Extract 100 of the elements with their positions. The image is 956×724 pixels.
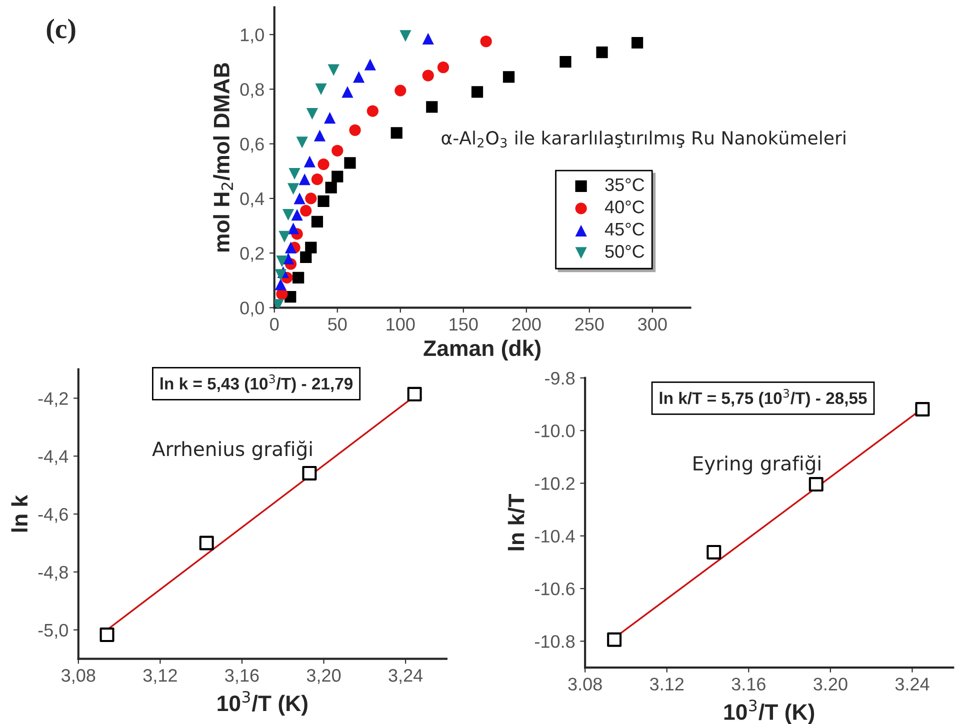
point: [296, 136, 308, 148]
point: [287, 183, 300, 195]
x-tick-label: 3.12: [650, 678, 684, 691]
x-tick-label: 250: [575, 318, 604, 331]
point: [352, 71, 365, 83]
point: [324, 112, 336, 124]
x-tick-label: 200: [512, 318, 541, 331]
annotation: Arrhenius grafiği: [152, 440, 312, 460]
x-tick-label: 3.08: [568, 678, 602, 691]
point: [318, 158, 330, 170]
y-tick-label: 0,2: [240, 247, 264, 262]
point: [560, 56, 572, 68]
point: [915, 402, 930, 417]
point: [292, 272, 304, 284]
x-tick-label: 3,08: [62, 669, 96, 684]
y-tick-label: 0,8: [240, 83, 264, 98]
y-tick-label: -4,8: [38, 566, 68, 581]
point: [287, 222, 300, 234]
y-tick-label: -4,6: [38, 508, 68, 523]
y-axis-title: mol H$_{2}$/mol DMAB: [213, 63, 233, 252]
y-tick-label: -9.8: [545, 372, 575, 385]
x-tick-label: 100: [386, 318, 415, 331]
x-tick-label: 3,24: [388, 669, 423, 684]
point: [437, 62, 450, 74]
y-tick-label: -10.2: [535, 477, 574, 490]
x-axis-title: Zaman (dk): [424, 340, 540, 361]
x-tick-label: 0: [270, 318, 279, 331]
y-tick-label: -10.0: [535, 424, 575, 438]
point: [100, 628, 114, 642]
point: [298, 174, 310, 186]
point: [284, 242, 297, 254]
point: [394, 84, 406, 96]
point: [199, 536, 214, 550]
point: [422, 70, 434, 82]
point: [332, 144, 344, 156]
point: [314, 130, 326, 142]
y-tick-label: 0,6: [240, 138, 264, 153]
point: [325, 182, 337, 194]
point: [304, 156, 316, 168]
point: [315, 83, 327, 95]
point: [607, 632, 622, 647]
point: [274, 269, 286, 281]
point: [278, 230, 290, 242]
point: [306, 108, 318, 120]
legend-label: 50°C: [605, 245, 644, 258]
point: [631, 36, 644, 49]
point: [328, 64, 340, 76]
point: [318, 195, 330, 207]
point: [291, 209, 303, 221]
y-tick-label: -4,2: [38, 392, 68, 408]
point: [596, 46, 608, 58]
x-tick-label: 50: [328, 318, 347, 331]
y-axis-title: ln k/T: [508, 494, 524, 550]
x-tick-label: 3,16: [225, 669, 259, 684]
legend-label: 45°C: [604, 222, 644, 236]
point: [342, 86, 354, 98]
x-tick-label: 150: [450, 318, 478, 331]
x-tick-label: 3,12: [143, 669, 177, 684]
point: [808, 477, 824, 492]
point: [400, 30, 412, 42]
point: [294, 192, 306, 204]
y-axis-title: ln k: [11, 494, 28, 532]
x-tick-label: 3,20: [306, 669, 341, 684]
y-tick-label: -4,4: [38, 450, 68, 465]
point: [305, 242, 317, 254]
text: (c): [46, 18, 76, 44]
y-tick-label: 0,0: [240, 302, 264, 317]
point: [311, 174, 324, 186]
point: [407, 386, 422, 402]
legend-label: 40°C: [604, 200, 644, 214]
point: [426, 101, 438, 113]
point: [480, 36, 492, 48]
annotation: ln k = 5,43 (10$^{3}$/T) - 21,79: [160, 374, 353, 393]
point: [311, 216, 324, 228]
x-axis-title: 10$^{3}$/T (K): [218, 690, 308, 716]
y-tick-label: -10.4: [535, 530, 575, 543]
legend-label: 35°C: [605, 178, 644, 192]
point: [390, 127, 402, 139]
point: [305, 192, 317, 204]
y-tick-label: 0,4: [240, 192, 264, 208]
annotation: α-Al$_{2}$O$_{3}$ ile kararlılaştırılmış Ru Nanokümeleri: [442, 130, 846, 148]
point: [276, 255, 288, 268]
annotation: ln k/T = 5,75 (10$^{3}$/T) - 28,55: [660, 388, 867, 408]
point: [274, 278, 286, 290]
point: [502, 71, 515, 83]
point: [422, 32, 434, 44]
point: [302, 466, 317, 480]
point: [471, 86, 484, 98]
x-tick-label: 3.20: [814, 678, 848, 691]
point: [300, 204, 312, 217]
point: [706, 544, 722, 560]
point: [282, 209, 294, 221]
point: [364, 58, 376, 70]
point: [366, 105, 378, 117]
point: [332, 170, 344, 182]
point: [349, 124, 361, 136]
annotation: Eyring grafiği: [694, 455, 820, 474]
y-tick-label: -5,0: [38, 624, 68, 639]
y-tick-label: -10.8: [535, 635, 575, 648]
x-tick-label: 300: [638, 318, 667, 331]
